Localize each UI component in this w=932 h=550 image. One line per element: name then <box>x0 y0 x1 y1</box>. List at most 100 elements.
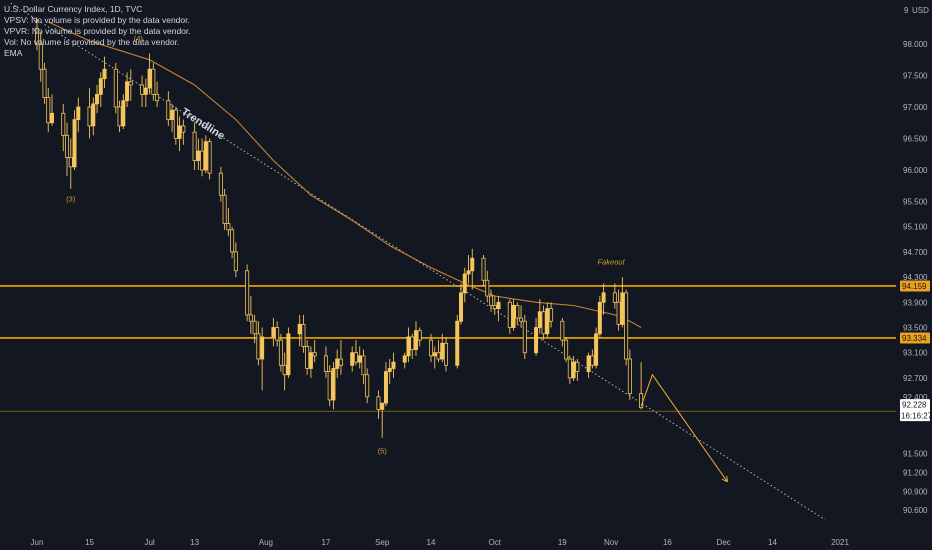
candle-2020-10-21 <box>567 355 572 385</box>
time-tick-6: Sep <box>375 538 390 547</box>
candle-2020-08-26 <box>357 346 362 369</box>
candle-2020-06-16 <box>91 97 96 136</box>
candle-body <box>406 336 411 357</box>
candle-body <box>515 305 520 319</box>
candle-body <box>612 292 617 303</box>
candle-2020-10-30 <box>601 283 606 315</box>
candle-body <box>323 355 328 373</box>
candle-body <box>485 279 490 297</box>
candle-2020-06-17 <box>95 84 100 114</box>
candle-2020-07-30 <box>256 321 261 366</box>
price-tick-15: 91.200 <box>903 468 928 477</box>
legend-title[interactable]: U.S. Dollar Currency Index, 1D, TVC <box>4 4 143 14</box>
candle-body <box>35 27 40 45</box>
candle-body <box>125 81 130 102</box>
candle-body <box>428 339 433 357</box>
candle-2020-08-14 <box>312 340 317 363</box>
candle-body <box>72 119 77 168</box>
candle-2020-11-02 <box>612 283 617 309</box>
candle-2020-07-28 <box>248 296 253 334</box>
candle-2020-06-24 <box>121 94 126 130</box>
price-axis[interactable]: 9 USD 98.000 97.500 97.000 96.500 96.000 95.500… <box>900 6 932 515</box>
candle-2020-08-06 <box>282 352 287 391</box>
candle-body <box>143 87 148 95</box>
candle-body <box>248 314 253 322</box>
candle-body <box>522 320 527 354</box>
candle-body <box>155 94 160 102</box>
candle-body <box>117 106 122 127</box>
candle-body <box>601 292 606 303</box>
candle-2020-11-04 <box>620 277 625 328</box>
candle-body <box>432 352 437 357</box>
candle-2020-08-03 <box>271 318 276 347</box>
annotation-0: (3) <box>66 195 76 204</box>
level-tag-1: 93.334 <box>902 334 927 343</box>
candle-body <box>549 308 554 322</box>
candle-2020-10-29 <box>597 296 602 337</box>
candle-body <box>173 109 178 139</box>
candle-body <box>594 333 599 366</box>
candle-2020-07-07 <box>170 103 175 133</box>
candle-body <box>335 358 340 369</box>
candle-2020-08-04 <box>275 321 280 347</box>
candle-body <box>413 330 418 350</box>
candle-body <box>170 109 175 121</box>
candle-2020-07-08 <box>173 107 178 145</box>
legend-vpsv[interactable]: VPSV: No volume is provided by the data … <box>4 15 190 25</box>
candle-body <box>440 342 445 360</box>
candle-body <box>391 361 396 369</box>
candle-body <box>42 68 47 98</box>
candle-2020-06-15 <box>87 88 92 139</box>
candles-layer <box>35 18 644 438</box>
price-tick-11: 93.100 <box>903 349 928 358</box>
time-axis[interactable]: Jun 15 Jul 13 Aug 17 Sep 14 Oct 19 Nov 16 Dec 14 2021 <box>31 538 850 547</box>
annotation-2: (5) <box>378 447 388 456</box>
candle-2020-08-25 <box>353 340 358 366</box>
candle-body <box>275 327 280 341</box>
time-tick-8: Oct <box>489 538 502 547</box>
candle-2020-07-06 <box>166 91 171 126</box>
candle-body <box>350 352 355 366</box>
candle-body <box>492 305 497 310</box>
candle-2020-08-19 <box>331 362 336 410</box>
candle-2020-09-10 <box>413 321 418 356</box>
candle-body <box>282 364 287 376</box>
candle-body <box>177 125 182 139</box>
candle-2020-06-29 <box>140 75 145 107</box>
price-tick-1: 97.500 <box>903 72 928 81</box>
candle-body <box>181 125 186 133</box>
candle-2020-11-05 <box>624 289 629 366</box>
candle-body <box>218 172 223 196</box>
time-tick-12: Dec <box>717 538 731 547</box>
price-tick-6: 95.100 <box>903 223 928 232</box>
last-price-countdown: 16:16:27 <box>901 412 932 421</box>
candle-body <box>196 150 201 161</box>
candle-body <box>68 156 73 168</box>
candle-body <box>286 333 291 376</box>
legend-vpvr[interactable]: VPVR: No volume is provided by the data … <box>4 26 191 36</box>
candle-body <box>519 317 524 322</box>
price-axis-currency: USD <box>912 6 929 15</box>
candle-2020-11-03 <box>616 289 621 331</box>
candle-2020-09-14 <box>428 333 433 363</box>
candle-body <box>627 358 632 395</box>
candle-2020-08-11 <box>301 314 306 353</box>
legend-vol[interactable]: Vol: No volume is provided by the data v… <box>4 37 180 47</box>
level-tag-0: 94.159 <box>902 282 927 291</box>
time-tick-11: 16 <box>663 538 672 547</box>
price-tick-14: 91.500 <box>903 450 928 459</box>
candle-body <box>470 257 475 272</box>
candle-body <box>121 100 126 127</box>
candle-2020-09-16 <box>436 340 441 363</box>
candle-body <box>597 301 602 335</box>
candle-2020-07-27 <box>245 264 250 322</box>
candle-body <box>230 229 235 253</box>
candle-2020-08-17 <box>323 346 328 378</box>
candle-2020-10-20 <box>564 336 569 363</box>
legend-ema[interactable]: EMA <box>4 48 23 58</box>
candle-2020-08-27 <box>361 349 366 385</box>
candle-2020-09-02 <box>383 362 388 407</box>
candle-2020-06-09 <box>65 122 70 177</box>
